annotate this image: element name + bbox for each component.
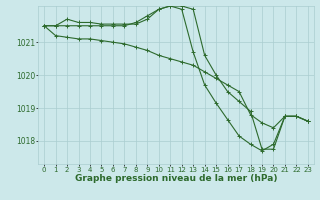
X-axis label: Graphe pression niveau de la mer (hPa): Graphe pression niveau de la mer (hPa) xyxy=(75,174,277,183)
